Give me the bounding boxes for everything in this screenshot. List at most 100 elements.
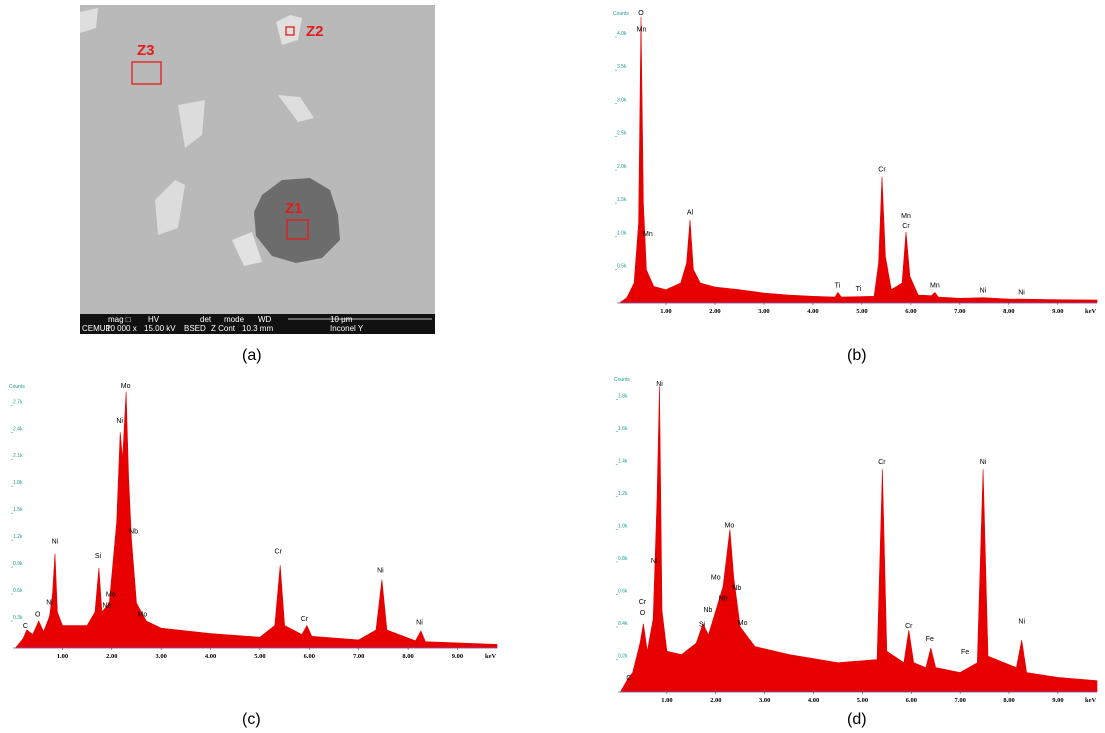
x-tick-label: 9.00 [1052,697,1063,704]
peak-label: Nb [703,607,712,614]
peak-label: Cr [878,166,886,173]
y-axis-title: Counts [614,377,630,383]
y-tick-label: 0.5k [617,264,627,270]
x-tick-label: 6.00 [905,308,916,315]
peak-label: Ni [52,539,59,546]
x-tick-label: 3.00 [758,308,769,315]
y-tick-label: 0.6k [618,588,628,594]
databar-label: HV [148,315,160,324]
peak-label: Ni [656,381,663,388]
peak-label: Si [699,622,706,629]
x-axis-title: keV [1085,697,1097,704]
peak-label: Mo [711,574,721,581]
x-tick-label: 2.00 [710,697,721,704]
databar-value: 10.3 mm [242,324,273,333]
peak-label: Mn [930,283,940,290]
peak-label: Fe [961,649,969,656]
peak-label: Ni [1018,289,1025,296]
figure: Z1 Z2 Z3 mag □HVdetmodeWD10 μmCEMUP10 00… [0,0,1105,733]
y-tick-label: 0.4k [618,621,628,627]
peak-label: Ni [416,619,423,626]
peak-label: Si [95,553,102,560]
x-tick-label: 6.00 [304,653,315,660]
y-tick-label: 0.3k [13,615,23,621]
peak-label: O [35,611,41,618]
caption: (d) [847,711,867,728]
y-axis-title: Counts [613,11,629,17]
peak-label: Cr [275,548,283,555]
x-tick-label: 4.00 [205,653,216,660]
peak-label: O [640,610,646,617]
databar-value: Inconel Y [330,324,364,333]
y-tick-label: 1.2k [618,491,628,497]
y-tick-label: 2.5k [617,131,627,137]
peak-label: Fe [926,636,934,643]
peak-label: Ni [116,418,123,425]
x-tick-label: 8.00 [402,653,413,660]
y-tick-label: 1.6k [618,426,628,432]
peak-label: C [23,623,28,630]
databar-label: det [200,315,212,324]
y-tick-label: 2.7k [13,399,23,405]
peak-label: Cr [878,459,886,466]
x-tick-label: 4.00 [808,697,819,704]
databar-value: BSED [184,324,206,333]
peak-label: Ni [980,459,987,466]
caption: (a) [242,347,262,364]
peak-label: Nb [129,529,138,536]
spectrum-panel: Counts0.5k1.0k1.5k2.0k2.5k3.0k3.5k4.0k1.… [613,10,1097,315]
y-tick-label: 1.0k [617,230,627,236]
x-tick-label: 5.00 [856,308,867,315]
y-tick-label: 0.6k [13,588,23,594]
spectrum-panel: Counts0.2k0.4k0.6k0.8k1.0k1.2k1.4k1.6k1.… [614,377,1097,704]
peak-label: Nb [732,585,741,592]
x-tick-label: 1.00 [660,308,671,315]
spectrum [15,392,497,648]
x-tick-label: 7.00 [353,653,364,660]
y-tick-label: 3.5k [617,64,627,70]
sem-background [80,5,435,314]
peak-label: Ti [835,283,841,290]
databar-value: Z Cont [211,324,236,333]
peak-label: Cr [639,599,647,606]
y-axis-title: Counts [9,384,25,390]
x-tick-label: 8.00 [1003,697,1014,704]
peak-label: Mo [738,620,748,627]
peak-label: Ni [377,567,384,574]
y-tick-label: 1.8k [13,480,23,486]
y-tick-label: 2.1k [13,453,23,459]
spectrum [619,17,1097,303]
x-tick-label: 3.00 [759,697,770,704]
x-tick-label: 9.00 [1052,308,1063,315]
peak-label: Mo [725,522,735,529]
zone-label: Z3 [137,42,155,59]
caption: (b) [847,347,867,364]
peak-label: O [638,10,644,17]
x-tick-label: 5.00 [857,697,868,704]
x-tick-label: 8.00 [1003,308,1014,315]
peak-label: Ni [1018,618,1025,625]
y-tick-label: 1.2k [13,534,23,540]
x-tick-label: 7.00 [954,697,965,704]
y-tick-label: 1.0k [618,523,628,529]
peak-label: Cr [905,623,913,630]
x-tick-label: 5.00 [254,653,265,660]
peak-label: Al [687,210,694,217]
x-tick-label: 6.00 [906,697,917,704]
zone-label: Z1 [285,200,303,217]
y-tick-label: 1.8k [618,393,628,399]
peak-label: Ti [856,286,862,293]
y-tick-label: 0.8k [618,556,628,562]
x-axis-title: keV [1085,308,1097,315]
zone-label: Z2 [306,23,324,40]
databar-value: 15.00 kV [144,324,176,333]
y-tick-label: 3.0k [617,97,627,103]
peak-label: Mo [138,611,148,618]
databar-label: mode [224,315,245,324]
x-tick-label: 9.00 [452,653,463,660]
y-tick-label: 2.0k [617,164,627,170]
y-tick-label: 4.0k [617,31,627,37]
peak-label: Mn [643,231,653,238]
databar-label: 10 μm [330,315,353,324]
